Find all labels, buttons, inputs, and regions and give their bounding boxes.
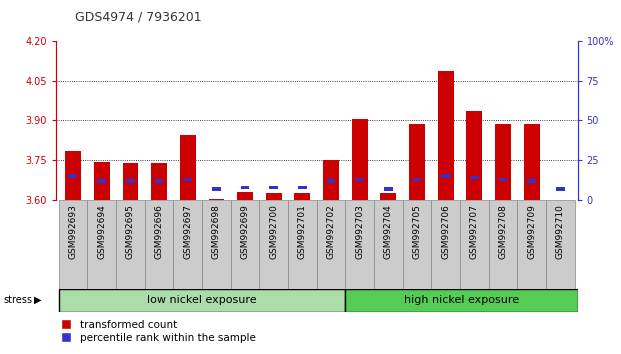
Bar: [270, 185, 278, 189]
Text: GSM992710: GSM992710: [556, 205, 565, 259]
Bar: [237, 192, 253, 200]
Bar: [65, 151, 81, 200]
Bar: [94, 161, 110, 200]
Bar: [374, 200, 402, 289]
Text: low nickel exposure: low nickel exposure: [147, 295, 257, 305]
Bar: [546, 200, 574, 289]
Bar: [69, 175, 78, 178]
Bar: [556, 187, 564, 190]
Bar: [298, 185, 307, 189]
Text: GSM992693: GSM992693: [68, 205, 78, 259]
Bar: [288, 200, 317, 289]
Text: GDS4974 / 7936201: GDS4974 / 7936201: [75, 11, 201, 24]
Bar: [209, 199, 224, 200]
Text: GSM992702: GSM992702: [327, 205, 335, 259]
Bar: [438, 71, 453, 200]
Bar: [327, 179, 335, 183]
Bar: [88, 200, 116, 289]
Bar: [517, 200, 546, 289]
Legend: transformed count, percentile rank within the sample: transformed count, percentile rank withi…: [61, 320, 256, 343]
Bar: [470, 176, 479, 179]
Bar: [173, 200, 202, 289]
Bar: [352, 119, 368, 200]
Bar: [260, 200, 288, 289]
Text: GSM992706: GSM992706: [441, 205, 450, 259]
Bar: [183, 178, 192, 181]
Bar: [460, 200, 489, 289]
Bar: [116, 200, 145, 289]
Bar: [345, 289, 578, 312]
Bar: [212, 187, 220, 190]
Text: GSM992696: GSM992696: [155, 205, 163, 259]
Text: GSM992709: GSM992709: [527, 205, 536, 259]
Bar: [489, 200, 517, 289]
Text: GSM992708: GSM992708: [499, 205, 507, 259]
Text: GSM992699: GSM992699: [240, 205, 250, 259]
Bar: [402, 200, 432, 289]
Bar: [413, 178, 422, 181]
Bar: [126, 179, 135, 183]
Bar: [499, 178, 507, 181]
Bar: [527, 179, 536, 183]
Bar: [409, 124, 425, 200]
Text: GSM992698: GSM992698: [212, 205, 221, 259]
Text: GSM992703: GSM992703: [355, 205, 364, 259]
Text: GSM992701: GSM992701: [298, 205, 307, 259]
Bar: [180, 135, 196, 200]
Text: high nickel exposure: high nickel exposure: [404, 295, 519, 305]
Text: GSM992700: GSM992700: [270, 205, 278, 259]
Bar: [59, 200, 88, 289]
Bar: [122, 163, 138, 200]
Text: GSM992704: GSM992704: [384, 205, 393, 259]
Bar: [355, 178, 364, 181]
Bar: [495, 124, 511, 200]
Bar: [432, 200, 460, 289]
Text: GSM992697: GSM992697: [183, 205, 193, 259]
Bar: [266, 193, 281, 200]
Text: GSM992705: GSM992705: [412, 205, 422, 259]
Bar: [97, 179, 106, 183]
Bar: [145, 200, 173, 289]
Bar: [345, 200, 374, 289]
Bar: [59, 289, 345, 312]
Bar: [381, 193, 396, 200]
Bar: [294, 193, 310, 200]
Bar: [466, 111, 483, 200]
Bar: [442, 175, 450, 178]
Text: GSM992707: GSM992707: [470, 205, 479, 259]
Bar: [155, 179, 163, 183]
Bar: [317, 200, 345, 289]
Text: ▶: ▶: [34, 295, 42, 305]
Text: stress: stress: [3, 295, 32, 305]
Bar: [384, 187, 392, 190]
Bar: [524, 124, 540, 200]
Bar: [241, 185, 250, 189]
Bar: [231, 200, 260, 289]
Text: GSM992695: GSM992695: [126, 205, 135, 259]
Bar: [202, 200, 231, 289]
Text: GSM992694: GSM992694: [97, 205, 106, 259]
Bar: [323, 160, 339, 200]
Bar: [151, 164, 167, 200]
